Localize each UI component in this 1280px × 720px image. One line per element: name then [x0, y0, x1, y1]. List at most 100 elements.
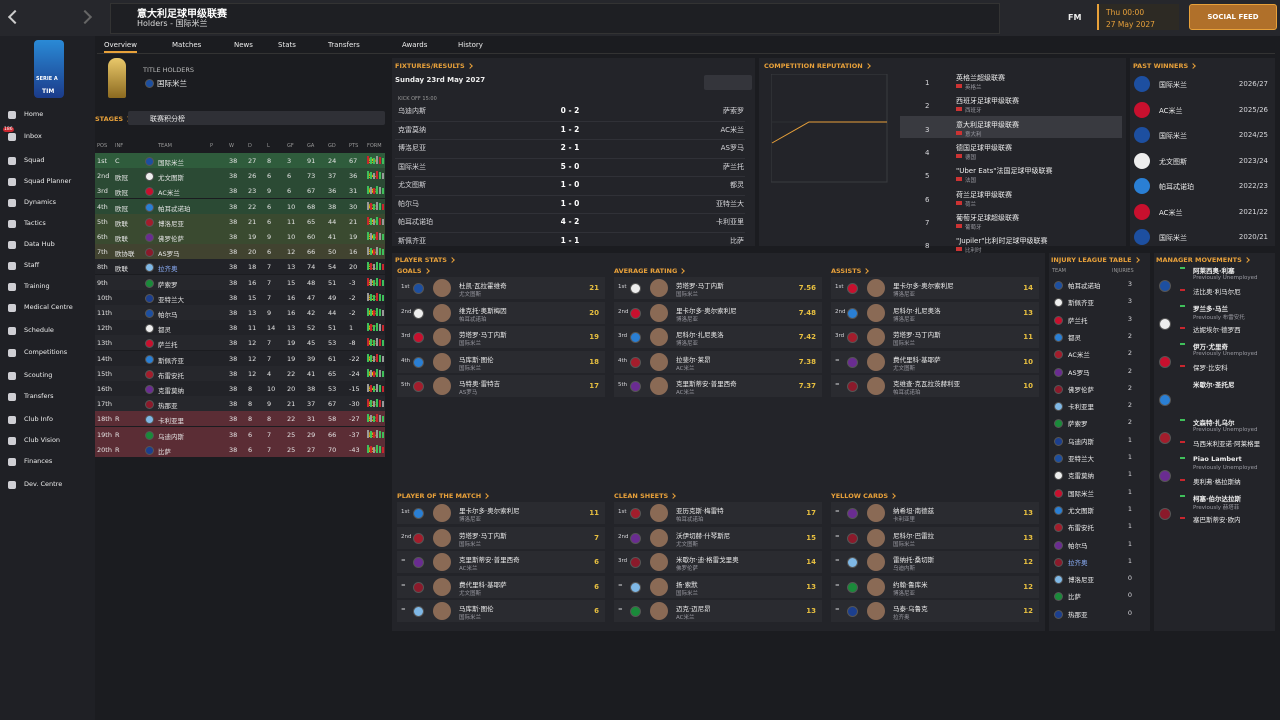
- player-name[interactable]: 劳塔罗·马丁内斯: [676, 282, 724, 290]
- manager-out[interactable]: 马西米利亚诺·阿莱格里: [1193, 440, 1261, 448]
- injury-team[interactable]: 比萨: [1068, 593, 1081, 602]
- nav-item[interactable]: Data Hub: [24, 240, 55, 248]
- nav-item[interactable]: Dynamics: [24, 198, 57, 206]
- player-name[interactable]: 雷纳托·桑切斯: [893, 556, 935, 564]
- nav-item[interactable]: Squad Planner: [24, 177, 72, 185]
- injury-team[interactable]: 热那亚: [1068, 610, 1088, 619]
- nav-item[interactable]: Competitions: [24, 348, 68, 356]
- injury-team[interactable]: 萨索罗: [1068, 420, 1088, 429]
- injury-team[interactable]: 乌迪内斯: [1068, 437, 1094, 446]
- injury-team[interactable]: AC米兰: [1068, 351, 1090, 360]
- nav-item[interactable]: Medical Centre: [24, 303, 73, 311]
- player-name[interactable]: 尼科尔·扎尼奥洛: [676, 331, 724, 339]
- nav-item[interactable]: Club Info: [24, 415, 53, 423]
- player-name[interactable]: 尼科尔·扎尼奥洛: [893, 306, 941, 315]
- pager[interactable]: [704, 75, 752, 90]
- player-name[interactable]: 克里斯蒂安·普里西奇: [459, 556, 520, 564]
- team-name[interactable]: 乌迪内斯: [158, 432, 184, 441]
- team-name[interactable]: 尤文图斯: [158, 174, 184, 183]
- manager-in[interactable]: 阿莱西奥·利塞: [1193, 267, 1235, 275]
- player-name[interactable]: 克维查·克瓦拉茨赫利亚: [893, 380, 961, 388]
- team-name[interactable]: 亚特兰大: [158, 295, 184, 304]
- player-name[interactable]: 扬·索默: [676, 580, 698, 589]
- manager-in[interactable]: Piao Lambert: [1193, 455, 1242, 463]
- tab[interactable]: Matches: [172, 41, 202, 49]
- tab[interactable]: Transfers: [328, 41, 360, 49]
- player-name[interactable]: 劳塔罗·马丁内斯: [459, 331, 507, 339]
- injury-team[interactable]: 亚特兰大: [1068, 455, 1094, 463]
- tab[interactable]: News: [234, 41, 253, 49]
- injury-team[interactable]: 克雷莫纳: [1068, 472, 1094, 481]
- player-name[interactable]: 费代里科·基耶萨: [459, 580, 507, 589]
- player-name[interactable]: 迈克·迈尼昂: [676, 605, 711, 613]
- player-name[interactable]: 尼科尔·巴雷拉: [893, 531, 935, 540]
- team-name[interactable]: 萨兰托: [158, 341, 178, 350]
- player-name[interactable]: 里卡尔多·奥尔索利尼: [893, 282, 954, 290]
- team-name[interactable]: 克雷莫纳: [158, 387, 184, 395]
- player-name[interactable]: 拉斐尔·莱昂: [676, 355, 711, 364]
- injury-team[interactable]: 斯佩齐亚: [1068, 299, 1094, 308]
- tab[interactable]: Awards: [402, 41, 428, 49]
- team-name[interactable]: AC米兰: [158, 189, 180, 198]
- player-name[interactable]: 维克托·奥斯梅因: [459, 306, 507, 315]
- player-name[interactable]: 沃伊切赫·什琴斯尼: [676, 531, 731, 540]
- player-name[interactable]: 劳塔罗·马丁内斯: [893, 331, 941, 339]
- nav-item[interactable]: Training: [24, 282, 50, 290]
- team-name[interactable]: 国际米兰: [158, 159, 184, 167]
- team-name[interactable]: 比萨: [158, 447, 171, 456]
- player-name[interactable]: 马库斯·图伦: [459, 355, 494, 364]
- player-name[interactable]: 米歇尔·迪·格雷戈里奥: [676, 556, 739, 564]
- nav-item[interactable]: Squad: [24, 156, 45, 164]
- injury-team[interactable]: 尤文图斯: [1068, 506, 1094, 515]
- manager-in[interactable]: 文森特·扎乌尔: [1193, 419, 1235, 427]
- player-name[interactable]: 亚历克斯·梅雷特: [676, 507, 724, 515]
- social-feed-button[interactable]: SOCIAL FEED: [1189, 4, 1277, 30]
- tab[interactable]: History: [458, 41, 483, 49]
- team-name[interactable]: 热那亚: [158, 402, 178, 411]
- nav-item[interactable]: Finances: [24, 457, 53, 465]
- injury-team[interactable]: 国际米兰: [1068, 489, 1094, 498]
- team-name[interactable]: 帕尔马: [158, 311, 178, 319]
- player-name[interactable]: 纳希坦·南德兹: [893, 507, 935, 515]
- team-name[interactable]: 博洛尼亚: [158, 219, 184, 228]
- manager-in[interactable]: 柯塞·伯尔达拉斯: [1193, 495, 1241, 503]
- injury-team[interactable]: 帕尔马: [1068, 541, 1088, 550]
- team-name[interactable]: AS罗马: [158, 250, 180, 259]
- nav-item[interactable]: Tactics: [24, 219, 46, 227]
- player-name[interactable]: 马特奥·雷特吉: [459, 380, 501, 388]
- manager-in[interactable]: 伊万·尤里奇: [1193, 343, 1228, 351]
- stages-select[interactable]: [128, 111, 385, 125]
- nav-item[interactable]: Scouting: [24, 371, 53, 379]
- nav-item[interactable]: Staff: [24, 261, 40, 269]
- tab[interactable]: Overview: [104, 41, 137, 53]
- player-name[interactable]: 杜凯·瓦拉霍维奇: [459, 282, 507, 290]
- injury-team[interactable]: 博洛尼亚: [1068, 576, 1094, 585]
- team-name[interactable]: 布雷安托: [158, 371, 184, 380]
- tab[interactable]: Stats: [278, 41, 296, 49]
- team-name[interactable]: 卡利亚里: [158, 417, 184, 426]
- team-name[interactable]: 拉齐奥: [158, 265, 178, 274]
- injury-team[interactable]: 布雷安托: [1068, 524, 1094, 533]
- nav-item[interactable]: Club Vision: [24, 436, 61, 444]
- manager-out[interactable]: 塞巴斯蒂安·欧内: [1193, 516, 1241, 524]
- injury-team[interactable]: 帕耳忒诺珀: [1068, 282, 1101, 290]
- team-name[interactable]: 萨索罗: [158, 280, 178, 289]
- player-name[interactable]: 约翰·鲁库米: [893, 580, 928, 589]
- team-name[interactable]: 佛罗伦萨: [158, 235, 184, 243]
- nav-item[interactable]: Inbox: [24, 132, 42, 140]
- manager-out[interactable]: 保罗·比安科: [1193, 364, 1228, 372]
- injury-team[interactable]: 都灵: [1068, 333, 1081, 342]
- team-name[interactable]: 都灵: [158, 326, 171, 335]
- player-name[interactable]: 里卡尔多·奥尔索利尼: [676, 306, 737, 315]
- manager-out[interactable]: 法比奥·利马尔厄: [1193, 288, 1241, 296]
- nav-item[interactable]: Home: [24, 110, 44, 118]
- player-name[interactable]: 马泰·乌鲁克: [893, 605, 928, 613]
- manager-in[interactable]: 罗兰多·马兰: [1193, 305, 1228, 313]
- injury-team[interactable]: 拉齐奥: [1068, 558, 1088, 567]
- player-name[interactable]: 克里斯蒂安·普里西奇: [676, 380, 737, 388]
- nav-item[interactable]: Schedule: [24, 326, 54, 334]
- player-name[interactable]: 劳塔罗·马丁内斯: [459, 531, 507, 540]
- nav-item[interactable]: Dev. Centre: [24, 480, 63, 488]
- injury-team[interactable]: 萨兰托: [1068, 316, 1088, 325]
- injury-team[interactable]: 佛罗伦萨: [1068, 385, 1094, 394]
